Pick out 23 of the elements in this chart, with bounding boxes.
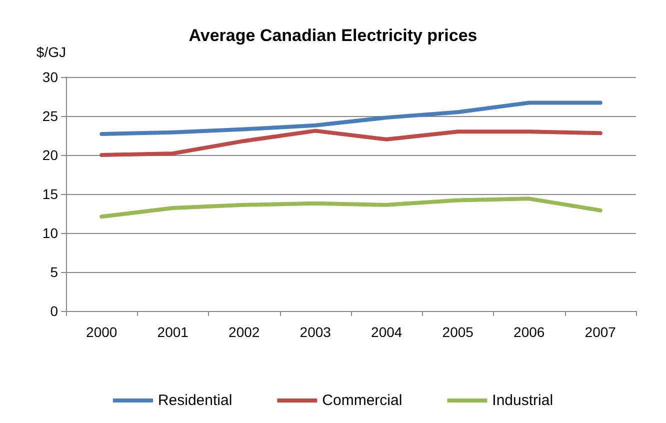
y-tick-label: 5	[50, 264, 58, 280]
x-tick-label: 2001	[157, 324, 189, 340]
x-tick-label: 2004	[371, 324, 402, 340]
line-series	[100, 196, 602, 219]
legend-label: Commercial	[322, 392, 402, 409]
y-tick-label: 10	[42, 225, 58, 241]
chart-title: Average Canadian Electricity prices	[188, 26, 478, 45]
legend-label: Industrial	[492, 392, 554, 409]
line-series	[100, 128, 602, 157]
x-tick-label: 2003	[300, 324, 332, 340]
y-tick-label: 30	[42, 69, 58, 85]
x-tick-label: 2000	[86, 324, 118, 340]
x-tick-label: 2002	[228, 324, 260, 340]
y-tick-label: 0	[50, 303, 58, 319]
y-axis-title: $/GJ	[36, 44, 66, 60]
x-tick-label: 2006	[514, 324, 545, 340]
legend-label: Residential	[158, 392, 232, 409]
y-tick-label: 25	[42, 108, 58, 124]
y-tick-label: 20	[42, 147, 58, 163]
x-tick-label: 2005	[442, 324, 474, 340]
x-tick-label: 2007	[584, 324, 616, 340]
y-tick-label: 15	[42, 186, 58, 202]
line-series	[100, 100, 602, 136]
